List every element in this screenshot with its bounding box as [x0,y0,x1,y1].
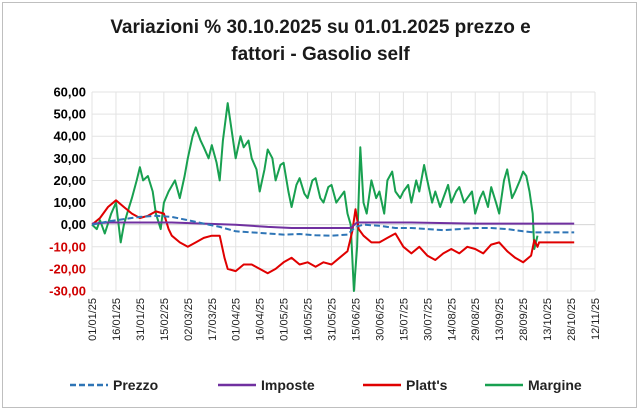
chart-title-line2: fattori - Gasolio self [231,44,410,65]
x-tick-label: 13/09/25 [494,298,506,341]
x-tick-label: 01/05/25 [279,298,291,341]
chart-title-line1: Variazioni % 30.10.2025 su 01.01.2025 pr… [110,17,531,38]
x-tick-label: 31/05/25 [327,298,339,341]
legend: Prezzo Imposte Platt's Margine [70,377,582,393]
y-tick-label: 30,00 [53,151,86,166]
chart-title: Variazioni % 30.10.2025 su 01.01.2025 pr… [0,14,641,68]
x-tick-label: 13/10/25 [542,298,554,341]
legend-label: Imposte [261,377,315,393]
x-tick-label: 28/09/25 [518,298,530,341]
y-tick-label: 50,00 [53,107,86,122]
y-tick-label: -10,00 [49,239,86,254]
x-tick-label: 31/01/25 [135,298,147,341]
y-tick-label: -20,00 [49,261,86,276]
x-tick-label: 16/04/25 [255,298,267,341]
y-tick-label: 20,00 [53,173,86,188]
x-tick-label: 16/05/25 [303,298,315,341]
y-tick-label: 0,00 [61,217,86,232]
x-tick-label: 01/04/25 [231,298,243,341]
x-tick-label: 15/02/25 [159,298,171,341]
y-tick-label: -30,00 [49,284,86,299]
legend-label: Margine [528,377,582,393]
x-tick-label: 30/07/25 [422,298,434,341]
series-line-platts [91,199,575,275]
x-tick-label: 12/11/25 [590,298,602,340]
x-tick-label: 02/03/25 [183,298,195,341]
y-tick-label: 60,00 [53,85,86,100]
series-line-margine [91,102,539,292]
x-axis-ticks: 01/01/25 16/01/25 31/01/25 15/02/25 02/03/25… [87,298,602,341]
x-tick-label: 30/06/25 [374,298,386,341]
legend-label: Platt's [406,377,448,393]
y-tick-label: 40,00 [53,129,86,144]
legend-label: Prezzo [113,377,158,393]
series-lines [91,102,575,292]
x-tick-label: 16/01/25 [111,298,123,341]
x-tick-label: 15/07/25 [398,298,410,341]
series-line-imposte [91,221,575,229]
x-tick-label: 29/08/25 [470,298,482,341]
x-tick-label: 17/03/25 [207,298,219,341]
x-tick-label: 14/08/25 [446,298,458,341]
series-line-prezzo [91,214,575,237]
y-tick-label: 10,00 [53,195,86,210]
x-tick-label: 28/10/25 [566,298,578,341]
x-tick-label: 15/06/25 [350,298,362,341]
y-axis-ticks: 60,00 50,00 40,00 30,00 20,00 10,00 0,00 -10,00… [49,85,86,299]
x-tick-label: 01/01/25 [87,298,99,341]
